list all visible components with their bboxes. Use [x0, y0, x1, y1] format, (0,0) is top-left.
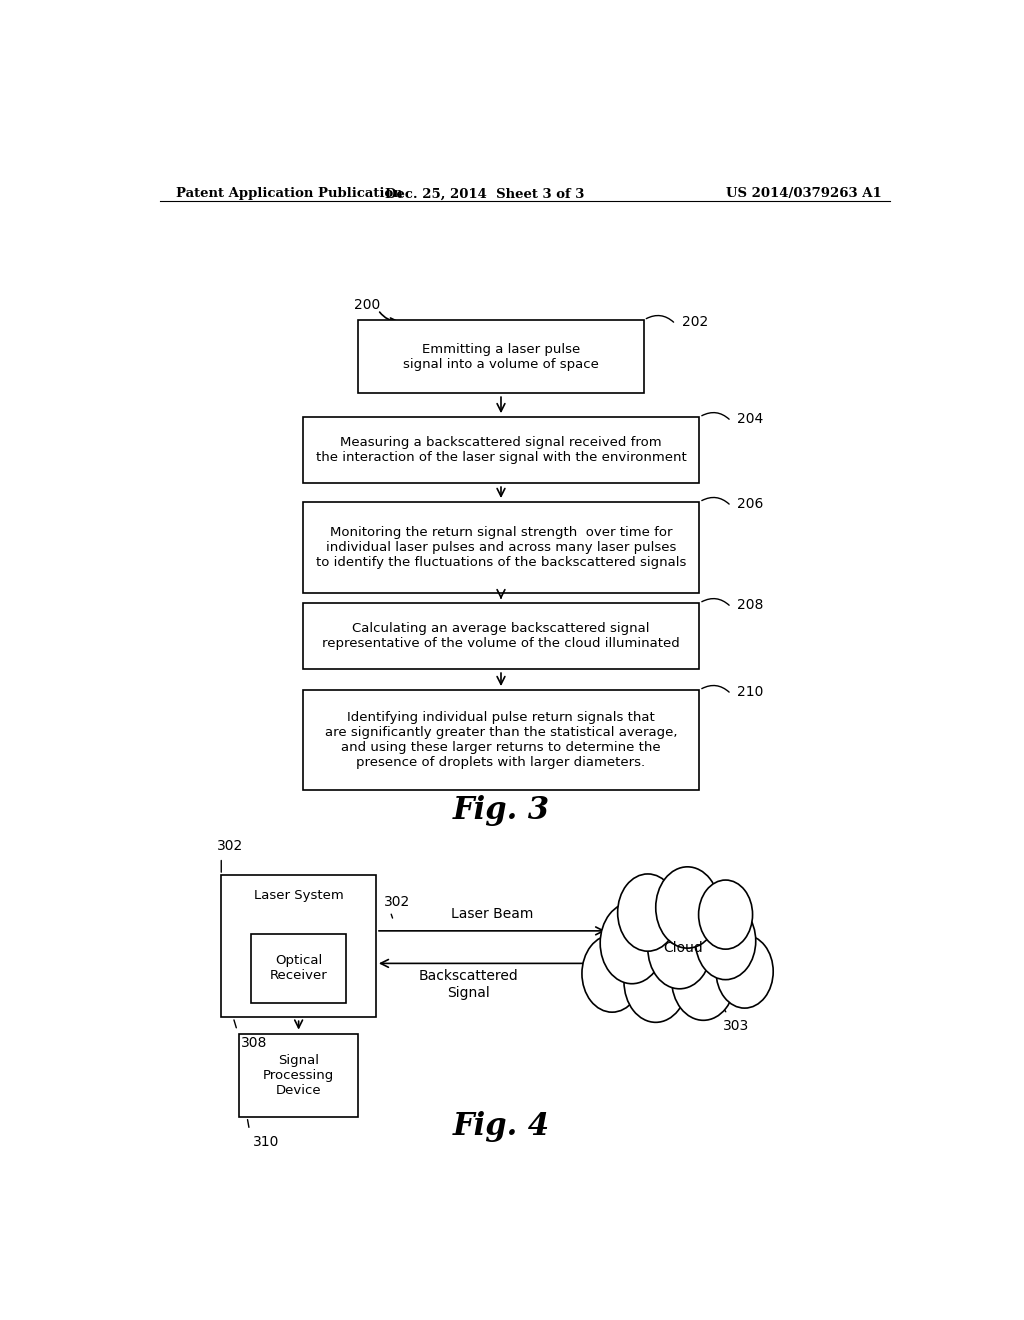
Text: 202: 202	[682, 315, 709, 329]
Circle shape	[672, 939, 735, 1020]
Text: 208: 208	[737, 598, 764, 612]
Circle shape	[624, 941, 687, 1022]
Text: Backscattered
Signal: Backscattered Signal	[419, 969, 518, 999]
Text: 206: 206	[737, 496, 764, 511]
Text: Signal
Processing
Device: Signal Processing Device	[263, 1053, 334, 1097]
Text: Laser System: Laser System	[254, 888, 343, 902]
Circle shape	[655, 867, 719, 948]
Text: 302: 302	[384, 895, 411, 908]
FancyBboxPatch shape	[303, 690, 699, 789]
Circle shape	[648, 907, 712, 989]
FancyBboxPatch shape	[358, 319, 644, 393]
FancyBboxPatch shape	[303, 603, 699, 669]
Circle shape	[698, 880, 753, 949]
Text: Optical
Receiver: Optical Receiver	[269, 954, 328, 982]
Text: Monitoring the return signal strength  over time for
individual laser pulses and: Monitoring the return signal strength ov…	[315, 527, 686, 569]
Text: 306: 306	[604, 978, 631, 993]
Text: 302: 302	[217, 838, 244, 853]
Text: Identifying individual pulse return signals that
are significantly greater than : Identifying individual pulse return sign…	[325, 710, 677, 768]
Text: 200: 200	[354, 298, 381, 312]
Text: Calculating an average backscattered signal
representative of the volume of the : Calculating an average backscattered sig…	[323, 622, 680, 651]
Text: US 2014/0379263 A1: US 2014/0379263 A1	[726, 187, 882, 201]
Text: 204: 204	[737, 412, 764, 426]
FancyBboxPatch shape	[221, 875, 376, 1018]
Text: Emmitting a laser pulse
signal into a volume of space: Emmitting a laser pulse signal into a vo…	[403, 343, 599, 371]
FancyBboxPatch shape	[303, 502, 699, 594]
FancyBboxPatch shape	[251, 935, 346, 1003]
Text: Dec. 25, 2014  Sheet 3 of 3: Dec. 25, 2014 Sheet 3 of 3	[385, 187, 585, 201]
Circle shape	[695, 903, 756, 979]
FancyBboxPatch shape	[240, 1034, 358, 1117]
Circle shape	[716, 935, 773, 1008]
Text: Measuring a backscattered signal received from
the interaction of the laser sign: Measuring a backscattered signal receive…	[315, 436, 686, 465]
FancyBboxPatch shape	[303, 417, 699, 483]
Text: Cloud: Cloud	[664, 941, 703, 956]
Circle shape	[582, 935, 642, 1012]
Text: Fig. 4: Fig. 4	[453, 1110, 550, 1142]
Circle shape	[617, 874, 678, 952]
Text: Fig. 3: Fig. 3	[453, 796, 550, 826]
Text: 310: 310	[253, 1135, 280, 1150]
Text: Patent Application Publication: Patent Application Publication	[176, 187, 402, 201]
Text: 210: 210	[737, 685, 764, 700]
Text: Laser Beam: Laser Beam	[451, 907, 534, 921]
Circle shape	[600, 903, 664, 983]
Text: 303: 303	[723, 1019, 750, 1034]
Text: 308: 308	[241, 1036, 267, 1049]
